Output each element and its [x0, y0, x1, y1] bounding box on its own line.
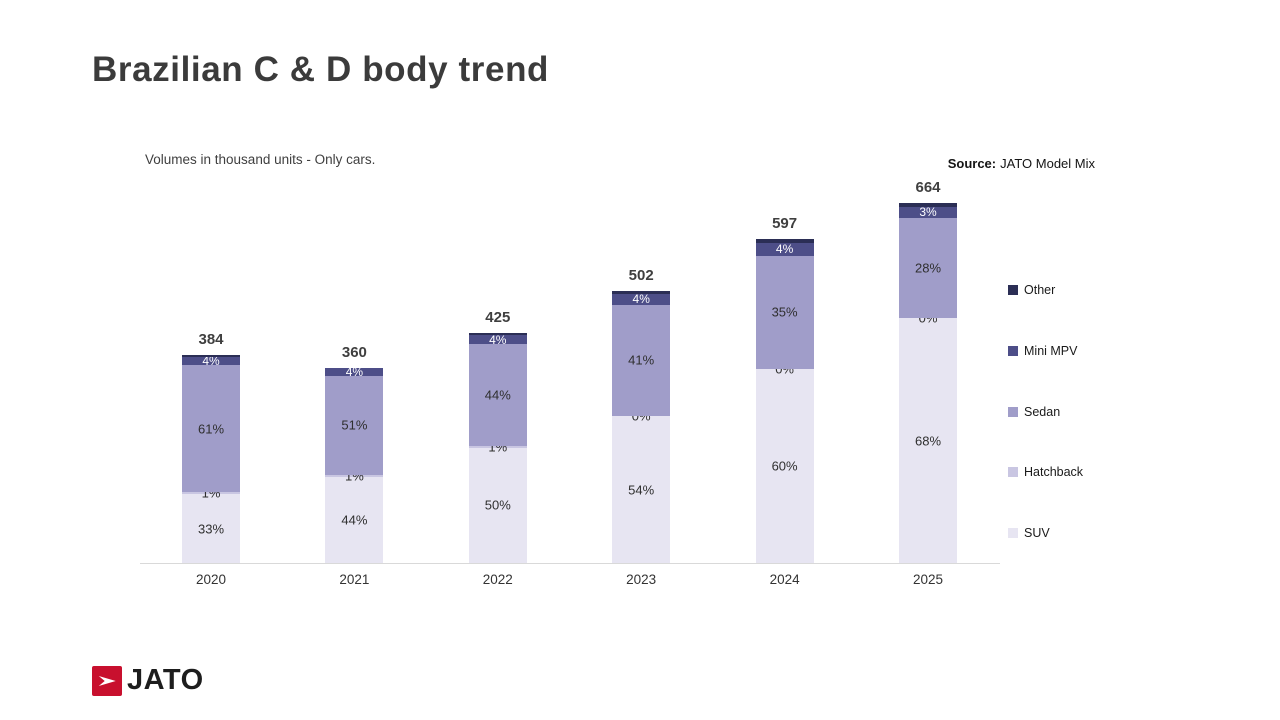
bar-segment-label-sedan: 35% — [771, 304, 798, 320]
legend-label-hatchback: Hatchback — [1024, 465, 1084, 480]
bar-segment-sedan — [612, 304, 671, 417]
bar-segment-mini-mpv — [325, 367, 384, 376]
legend-swatch-other — [1008, 285, 1018, 295]
bar-segment-mini-mpv — [182, 356, 240, 366]
legend-label-sedan: Sedan — [1024, 404, 1061, 419]
bar-segment-label-suv: 50% — [484, 497, 511, 513]
x-axis-label-2021: 2021 — [339, 572, 370, 587]
bar-segment-label-suv: 54% — [628, 482, 655, 498]
stacked-bar-chart: 384 33% 1% 61% 4% 360 44% 1% 51% 4% 425 50% 1% 44% 4% 5… — [140, 170, 1000, 563]
bar-column-2024: 597 60% 0% 35% 4% — [755, 170, 814, 563]
x-axis-label-2022: 2022 — [482, 572, 513, 587]
legend-label-other: Other — [1024, 283, 1056, 297]
bar-segment-label-sedan: 51% — [341, 417, 368, 433]
legend-swatch-sedan — [1008, 406, 1018, 417]
page-title: Brazilian C & D body trend — [92, 50, 550, 89]
bar-segment-other — [468, 332, 527, 335]
bar-column-2021: 360 44% 1% 51% 4% — [325, 170, 384, 563]
legend-label-suv: SUV — [1024, 526, 1050, 541]
bar-column-2025: 664 68% 0% 28% 3% — [899, 170, 957, 563]
bar-segment-suv — [755, 368, 814, 563]
chart-subtitle: Volumes in thousand units - Only cars. — [145, 152, 376, 167]
bar-segment-label-mini-mpv: 4% — [202, 354, 220, 369]
legend-label-mini-mpv: Mini MPV — [1024, 343, 1078, 358]
bar-segment-label-sedan: 41% — [628, 352, 655, 368]
legend-swatch-mini-mpv — [1008, 345, 1018, 356]
bar-segment-suv — [468, 447, 527, 563]
bar-segment-mini-mpv — [899, 206, 957, 218]
bar-total-label: 360 — [341, 343, 367, 361]
bar-segment-mini-mpv — [612, 293, 671, 305]
bar-segment-label-sedan: 61% — [197, 421, 225, 437]
jato-logo-text: JATO — [127, 664, 204, 696]
bar-segment-label-sedan: 28% — [914, 260, 942, 276]
bar-segment-other — [899, 203, 957, 207]
bar-segment-label-mini-mpv: 4% — [775, 242, 794, 257]
bar-segment-label-mini-mpv: 4% — [489, 332, 507, 347]
bar-segment-hatchback — [325, 475, 384, 478]
bar-segment-sedan — [182, 365, 240, 493]
bar-segment-label-suv: 60% — [771, 458, 798, 474]
bar-segment-label-suv: 44% — [341, 512, 368, 528]
bar-segment-hatchback — [182, 492, 240, 495]
source-note: Source: JATO Model Mix — [948, 156, 1095, 171]
bar-segment-sedan — [899, 217, 957, 319]
bar-segment-sedan — [325, 375, 384, 476]
bar-segment-other — [182, 354, 240, 357]
bar-segment-other — [755, 239, 814, 243]
x-axis-label-2020: 2020 — [195, 572, 227, 587]
bar-segment-label-mini-mpv: 3% — [919, 205, 937, 220]
source-value: JATO Model Mix — [1000, 156, 1095, 171]
legend-item-suv: SUV — [1008, 526, 1050, 540]
bar-total-label: 664 — [915, 179, 941, 197]
x-axis-line — [140, 563, 1000, 564]
bar-segment-mini-mpv — [755, 242, 814, 256]
bar-segment-label-suv: 33% — [197, 521, 225, 537]
bar-total-label: 502 — [628, 266, 654, 284]
bar-column-2020: 384 33% 1% 61% 4% — [182, 170, 240, 563]
x-axis-labels: 2020 2021 2022 2023 2024 2025 — [140, 572, 1000, 592]
x-axis-label-2024: 2024 — [769, 572, 800, 587]
bar-segment-label-mini-mpv: 4% — [345, 364, 364, 379]
legend-item-sedan: Sedan — [1008, 405, 1060, 419]
legend-swatch-hatchback — [1008, 467, 1018, 478]
bar-total-label: 425 — [485, 308, 511, 326]
bar-segment-label-suv: 68% — [914, 433, 942, 449]
bar-segment-hatchback — [468, 445, 527, 448]
bar-column-2022: 425 50% 1% 44% 4% — [468, 170, 527, 563]
bar-segment-sedan — [468, 344, 527, 446]
bar-segment-suv — [612, 416, 671, 563]
bar-total-label: 597 — [772, 215, 798, 233]
bar-total-label: 384 — [198, 330, 224, 348]
x-axis-label-2025: 2025 — [912, 572, 944, 587]
legend-swatch-suv — [1008, 528, 1018, 539]
bar-segment-suv — [899, 318, 957, 563]
legend-item-other: Other — [1008, 283, 1055, 297]
bar-segment-label-sedan: 44% — [484, 387, 511, 403]
bar-segment-label-mini-mpv: 4% — [632, 292, 650, 307]
legend-item-hatchback: Hatchback — [1008, 465, 1083, 479]
legend-item-mini-mpv: Mini MPV — [1008, 344, 1077, 358]
bar-segment-mini-mpv — [468, 334, 527, 345]
jato-logo-icon — [92, 665, 122, 696]
x-axis-label-2023: 2023 — [626, 572, 657, 587]
jato-arrow-icon — [98, 675, 116, 686]
chart-legend: Other Mini MPV Sedan Hatchback SUV — [1008, 283, 1138, 553]
bar-segment-suv — [182, 494, 240, 563]
bar-segment-suv — [325, 477, 384, 563]
bar-column-2023: 502 54% 0% 41% 4% — [612, 170, 671, 563]
bar-segment-sedan — [755, 255, 814, 369]
bar-segment-other — [612, 290, 671, 294]
source-label: Source: — [947, 156, 997, 171]
jato-logo: JATO — [92, 664, 204, 697]
